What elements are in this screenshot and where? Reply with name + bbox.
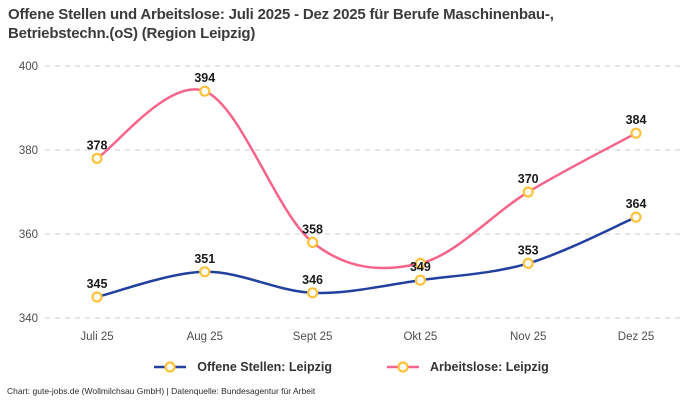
legend-label-arbeitslose: Arbeitslose: Leipzig xyxy=(429,360,549,374)
data-point-marker[interactable] xyxy=(522,186,534,198)
data-point-label: 378 xyxy=(87,138,108,152)
y-axis-tick-380: 380 xyxy=(19,145,38,157)
data-point-label: 345 xyxy=(87,277,108,291)
data-point-marker[interactable] xyxy=(630,211,642,223)
data-point-label: 358 xyxy=(302,222,323,236)
x-axis-tick: Dez 25 xyxy=(618,331,654,343)
data-point-marker[interactable] xyxy=(91,291,103,303)
data-point-marker[interactable] xyxy=(522,257,534,269)
x-axis-tick: Nov 25 xyxy=(510,331,546,343)
data-point-label: 364 xyxy=(626,197,647,211)
data-point-marker[interactable] xyxy=(199,85,211,97)
data-point-marker[interactable] xyxy=(199,266,211,278)
data-point-label: 353 xyxy=(518,243,539,257)
legend-swatch-arbeitslose-icon xyxy=(386,361,419,373)
attribution-text: Chart: gute-jobs.de (Wollmilchsau GmbH) … xyxy=(7,386,316,396)
chart-title-line1: Offene Stellen und Arbeitslose: Juli 202… xyxy=(8,6,554,23)
y-axis-tick-400: 400 xyxy=(19,61,38,73)
chart-title-line2: Betriebstechn.(oS) (Region Leipzig) xyxy=(8,25,256,42)
series-line-1 xyxy=(95,88,638,270)
data-point-marker[interactable] xyxy=(630,127,642,139)
data-point-marker[interactable] xyxy=(307,236,319,248)
data-point-marker[interactable] xyxy=(91,152,103,164)
x-axis-tick: Okt 25 xyxy=(403,331,437,343)
chart-title: Offene Stellen und Arbeitslose: Juli 202… xyxy=(8,5,692,43)
data-point-marker[interactable] xyxy=(307,287,319,299)
legend-item-arbeitslose: Arbeitslose: Leipzig xyxy=(384,360,549,374)
chart-legend: Offene Stellen: Leipzig Arbeitslose: Lei… xyxy=(0,360,700,374)
legend-label-offene-stellen: Offene Stellen: Leipzig xyxy=(197,360,332,374)
series-line-0 xyxy=(95,215,638,299)
y-axis-tick-360: 360 xyxy=(19,229,38,241)
x-axis-tick: Juli 25 xyxy=(80,331,113,343)
data-point-marker[interactable] xyxy=(414,257,426,269)
x-axis-tick: Sept 25 xyxy=(293,331,333,343)
y-axis-tick-340: 340 xyxy=(19,313,38,325)
legend-swatch-offene-stellen-icon xyxy=(154,361,187,373)
x-axis-tick: Aug 25 xyxy=(187,331,223,343)
legend-item-offene-stellen: Offene Stellen: Leipzig xyxy=(151,360,332,374)
data-point-label: 349 xyxy=(410,260,431,274)
data-point-label: 394 xyxy=(194,71,215,85)
data-point-label: 346 xyxy=(302,273,323,287)
data-point-label: 351 xyxy=(194,252,215,266)
data-point-marker[interactable] xyxy=(414,274,426,286)
data-point-label: 384 xyxy=(626,113,647,127)
data-point-label: 370 xyxy=(518,172,539,186)
